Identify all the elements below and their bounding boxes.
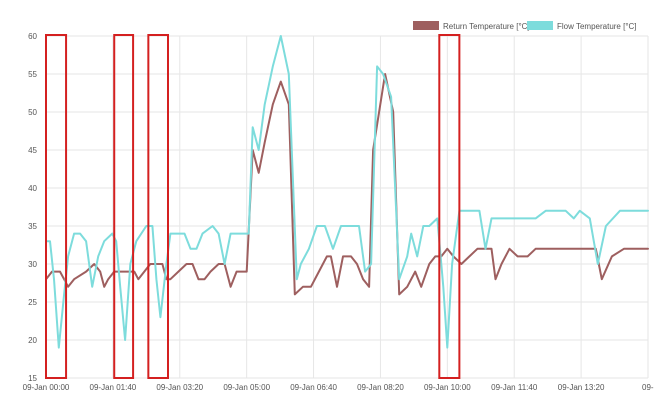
y-tick-label: 50: [28, 108, 37, 117]
legend-swatch: [527, 21, 553, 30]
flow-temperature-line: [45, 35, 649, 349]
y-tick-label: 55: [28, 70, 37, 79]
highlight-box: [438, 34, 461, 379]
x-tick-label: 09-Jan 00:00: [23, 383, 70, 392]
return-temperature-line: [45, 73, 649, 296]
y-tick-label: 35: [28, 222, 37, 231]
x-tick-label: 09-Jan 06:40: [290, 383, 337, 392]
legend-item-flow-temperature[interactable]: Flow Temperature [°C]: [527, 21, 637, 31]
x-tick-label: 09-Jan 11:40: [491, 383, 538, 392]
x-tick-label: 09-Jan 01:40: [90, 383, 137, 392]
x-tick-label: 09-Jan 13:20: [558, 383, 605, 392]
highlight-boxes: [45, 34, 461, 379]
y-tick-label: 60: [28, 32, 37, 41]
y-tick-label: 20: [28, 336, 37, 345]
highlight-box: [113, 34, 135, 379]
y-axis-ticks: 15 20 25 30 35 40 45 50 55 60: [28, 32, 37, 383]
y-tick-label: 45: [28, 146, 37, 155]
y-tick-label: 15: [28, 374, 37, 383]
x-tick-label: 09-Jan 05:00: [223, 383, 270, 392]
series-lines: [45, 35, 649, 349]
y-tick-label: 40: [28, 184, 37, 193]
legend-label: Return Temperature [°C]: [443, 22, 530, 31]
x-tick-label: 09-Jan 03:20: [156, 383, 203, 392]
highlight-box: [45, 34, 68, 379]
legend[interactable]: Return Temperature [°C] Flow Temperature …: [413, 21, 637, 31]
legend-item-return-temperature[interactable]: Return Temperature [°C]: [413, 21, 530, 31]
grid-lines: [45, 35, 649, 379]
y-tick-label: 25: [28, 298, 37, 307]
y-tick-label: 30: [28, 260, 37, 269]
x-tick-label: 09-Jan 08:20: [357, 383, 404, 392]
x-tick-label: 09-Jan 10:00: [424, 383, 471, 392]
highlight-box: [147, 34, 170, 379]
legend-label: Flow Temperature [°C]: [557, 22, 637, 31]
x-axis-ticks: 09-Jan 00:00 09-Jan 01:40 09-Jan 03:20 09-J…: [23, 383, 654, 392]
x-tick-label: 09-: [642, 383, 654, 392]
legend-swatch: [413, 21, 439, 30]
